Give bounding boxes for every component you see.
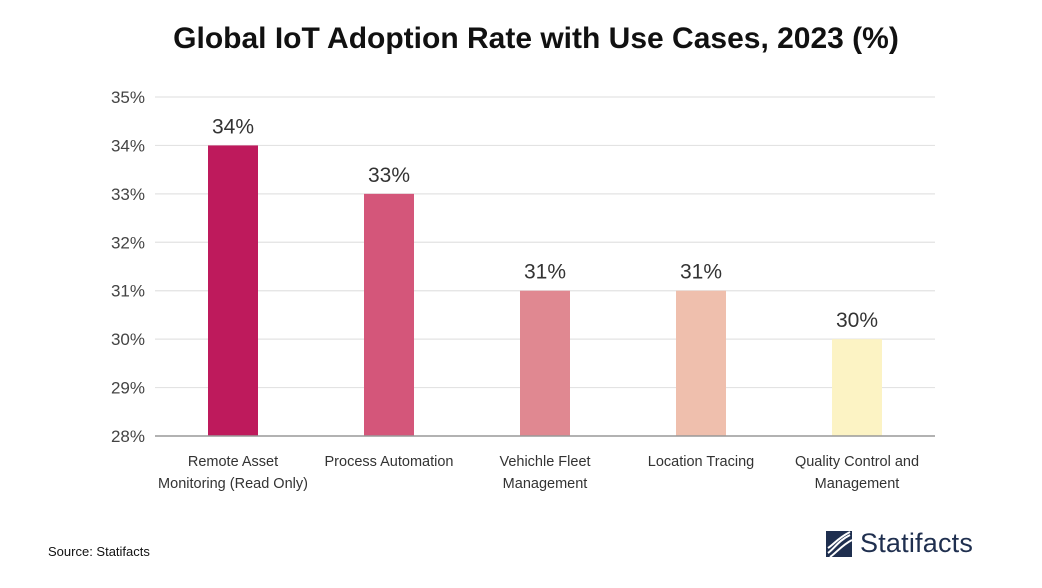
bar [208, 145, 258, 436]
brand-logo: Statifacts [824, 528, 973, 559]
x-tick-label: Vehichle Fleet Management [499, 454, 590, 492]
y-tick-label: 34% [111, 136, 145, 155]
x-tick-label: Location Tracing [648, 454, 754, 470]
data-label: 34% [212, 115, 254, 138]
source-note: Source: Statifacts [48, 544, 150, 559]
data-label: 33% [368, 164, 410, 187]
x-tick-label: Process Automation [325, 454, 454, 470]
bar [364, 193, 414, 436]
bar [520, 290, 570, 436]
brand-name: Statifacts [860, 528, 974, 558]
y-tick-label: 32% [111, 233, 145, 252]
y-tick-label: 29% [111, 379, 145, 398]
y-tick-label: 35% [111, 88, 145, 107]
x-tick-label: Quality Control and Management [795, 454, 919, 492]
data-label: 31% [524, 261, 566, 284]
data-label: 30% [836, 309, 878, 332]
x-axis-ticks: Remote Asset Monitoring (Read Only) Proces… [158, 454, 919, 492]
y-tick-label: 31% [111, 282, 145, 301]
bar [832, 339, 882, 436]
bar [676, 290, 726, 436]
y-tick-label: 33% [111, 185, 145, 204]
data-label: 31% [680, 261, 722, 284]
statifacts-logo-icon [826, 530, 853, 558]
bars [208, 145, 882, 436]
y-axis-ticks: 28% 29% 30% 31% 32% 33% 34% 35% [111, 88, 145, 446]
x-tick-label: Remote Asset Monitoring (Read Only) [158, 454, 308, 492]
data-labels: 34% 33% 31% 31% 30% [212, 115, 878, 332]
y-tick-label: 30% [111, 330, 145, 349]
y-tick-label: 28% [111, 427, 145, 446]
chart-title: Global IoT Adoption Rate with Use Cases,… [173, 22, 899, 55]
